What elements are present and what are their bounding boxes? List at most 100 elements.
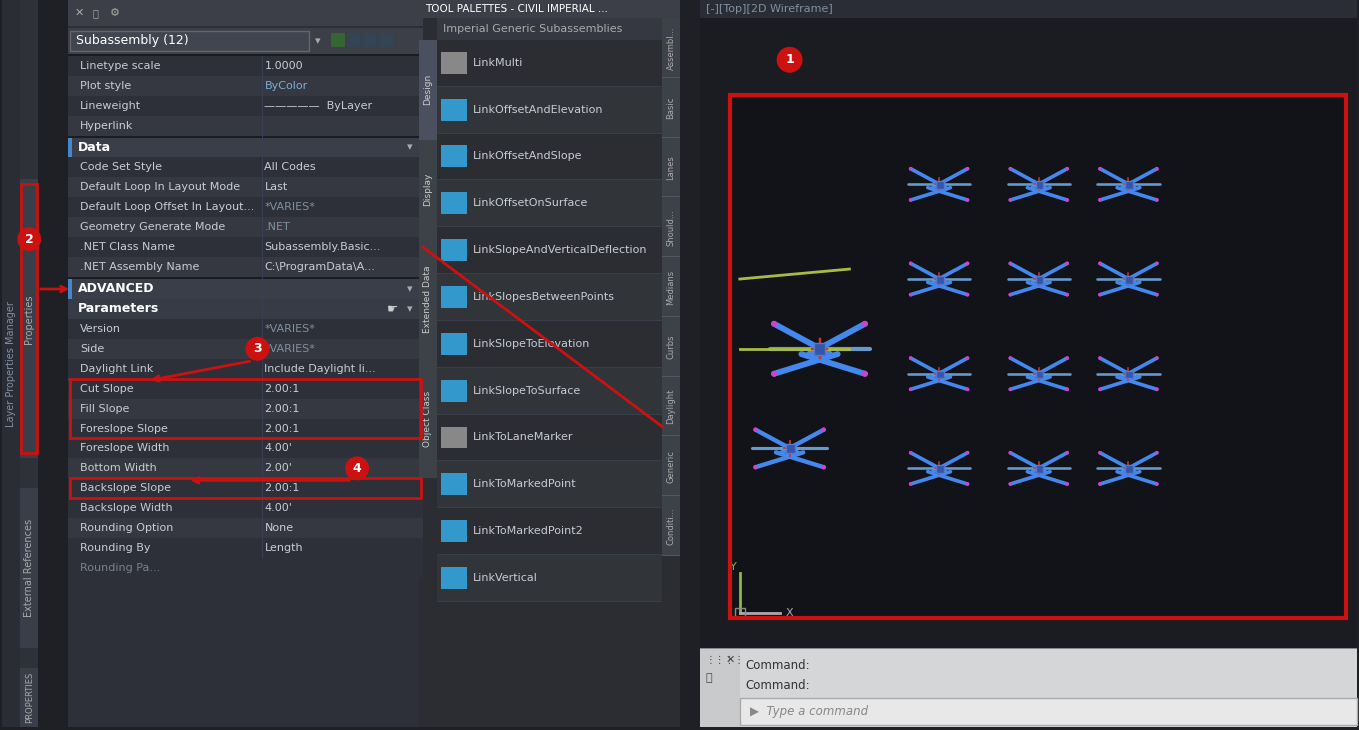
Bar	[436, 508, 662, 555]
Text: Daylight Link: Daylight Link	[80, 364, 154, 374]
Bar	[739, 698, 1356, 726]
Text: 📌: 📌	[92, 8, 98, 18]
Circle shape	[909, 482, 912, 486]
Bar	[436, 414, 662, 415]
Circle shape	[909, 198, 912, 202]
Bar	[440, 333, 466, 355]
Bar	[662, 496, 680, 556]
Circle shape	[1008, 167, 1012, 171]
Bar	[436, 40, 662, 87]
Text: Hyperlink: Hyperlink	[80, 120, 133, 131]
Bar	[436, 274, 662, 321]
Text: ▶  Type a command: ▶ Type a command	[750, 705, 868, 718]
Bar	[68, 96, 423, 115]
Bar	[440, 99, 466, 120]
Text: None: None	[265, 523, 294, 533]
Circle shape	[1098, 198, 1102, 202]
Text: 🔧: 🔧	[705, 672, 712, 683]
Bar	[1125, 276, 1133, 283]
Bar	[440, 567, 466, 589]
Bar	[436, 273, 662, 274]
Text: PROPERTIES: PROPERTIES	[24, 672, 34, 723]
Text: Generic: Generic	[666, 450, 675, 483]
Bar	[1125, 181, 1133, 189]
Circle shape	[1008, 261, 1012, 265]
Bar	[68, 137, 72, 158]
Circle shape	[1155, 198, 1159, 202]
Circle shape	[909, 261, 912, 265]
Text: *VARIES*: *VARIES*	[265, 344, 315, 354]
Circle shape	[753, 465, 758, 469]
Text: LinkMulti: LinkMulti	[473, 58, 523, 68]
Text: Backslope Width: Backslope Width	[80, 503, 173, 513]
Bar	[20, 0, 38, 728]
Bar	[68, 177, 423, 197]
Circle shape	[18, 227, 41, 251]
Circle shape	[1155, 261, 1159, 265]
Bar	[440, 380, 466, 402]
Bar	[436, 415, 662, 461]
Circle shape	[1065, 261, 1070, 265]
Bar	[436, 85, 662, 87]
Circle shape	[1065, 451, 1070, 455]
Text: Curbs: Curbs	[666, 334, 675, 359]
Circle shape	[1155, 356, 1159, 360]
Bar	[68, 218, 423, 237]
Text: Lanes: Lanes	[666, 155, 675, 180]
Text: Properties: Properties	[24, 294, 34, 344]
Bar	[662, 377, 680, 437]
Text: ☛: ☛	[387, 302, 398, 315]
Text: LinkOffsetAndSlope: LinkOffsetAndSlope	[473, 151, 582, 161]
Text: LinkVertical: LinkVertical	[473, 573, 538, 583]
Circle shape	[966, 293, 969, 296]
Bar	[68, 279, 72, 299]
Bar	[3, 0, 20, 728]
Circle shape	[862, 371, 868, 377]
Text: LinkSlopesBetweenPoints: LinkSlopesBetweenPoints	[473, 292, 614, 302]
Bar	[68, 197, 423, 218]
Bar	[68, 439, 423, 458]
Bar	[730, 95, 1345, 618]
Text: Side: Side	[80, 344, 105, 354]
Text: Backslope Slope: Backslope Slope	[80, 483, 171, 493]
Bar	[662, 555, 680, 556]
Circle shape	[1065, 198, 1070, 202]
Circle shape	[1098, 261, 1102, 265]
Bar	[68, 277, 423, 279]
Bar	[419, 0, 680, 728]
Circle shape	[1065, 356, 1070, 360]
Bar	[662, 316, 680, 317]
Bar	[662, 495, 680, 496]
Text: Daylight: Daylight	[666, 389, 675, 424]
Bar	[440, 520, 466, 542]
Bar	[440, 426, 466, 448]
Circle shape	[909, 388, 912, 391]
Text: LinkOffsetAndElevation: LinkOffsetAndElevation	[473, 104, 603, 115]
Text: LinkOffsetOnSurface: LinkOffsetOnSurface	[473, 199, 588, 208]
Text: LinkSlopeToSurface: LinkSlopeToSurface	[473, 385, 580, 396]
Bar	[68, 418, 423, 439]
Bar	[68, 55, 423, 76]
Text: Bottom Width: Bottom Width	[80, 464, 156, 473]
Bar	[436, 461, 662, 508]
Text: Display: Display	[424, 173, 432, 206]
Bar	[440, 192, 466, 215]
Circle shape	[966, 167, 969, 171]
Bar	[68, 379, 423, 399]
Text: 2.00:1: 2.00:1	[265, 404, 300, 414]
Bar	[436, 226, 662, 227]
Bar	[68, 0, 423, 26]
Bar	[739, 648, 1356, 728]
Text: *VARIES*: *VARIES*	[265, 202, 315, 212]
Bar	[68, 299, 423, 319]
Circle shape	[1065, 482, 1070, 486]
Text: Lineweight: Lineweight	[80, 101, 141, 111]
Text: Extended Data: Extended Data	[424, 265, 432, 333]
Text: 2: 2	[24, 233, 34, 246]
Circle shape	[1065, 167, 1070, 171]
Circle shape	[966, 356, 969, 360]
Bar	[68, 538, 423, 558]
Bar	[440, 473, 466, 495]
Text: LinkSlopeToElevation: LinkSlopeToElevation	[473, 339, 590, 349]
Circle shape	[776, 47, 803, 73]
